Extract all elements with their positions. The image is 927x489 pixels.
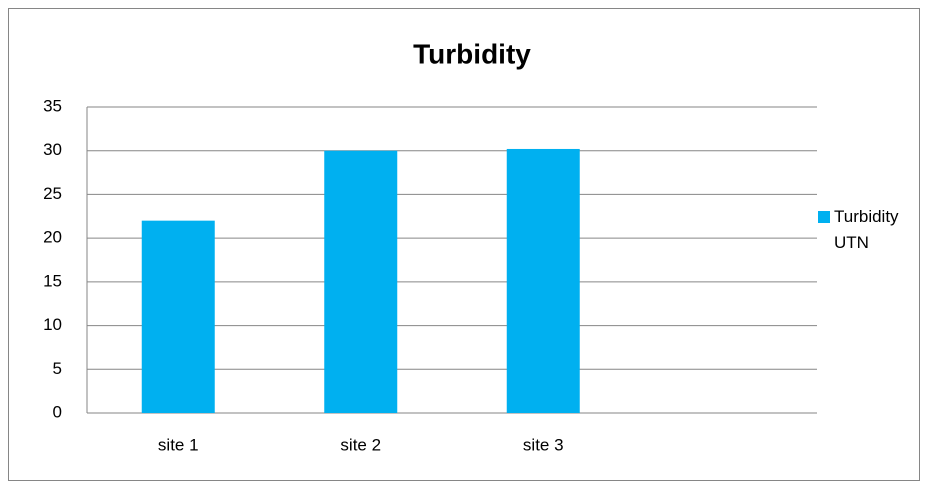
legend-marker — [818, 211, 830, 223]
x-tick-label: site 3 — [523, 435, 564, 454]
y-tick-label: 25 — [43, 184, 62, 203]
chart-title: Turbidity — [413, 38, 531, 69]
y-tick-label: 5 — [53, 359, 62, 378]
y-tick-label: 35 — [43, 96, 62, 115]
y-tick-label: 10 — [43, 315, 62, 334]
x-tick-label: site 1 — [158, 435, 199, 454]
bar — [506, 148, 580, 414]
y-tick-label: 15 — [43, 271, 62, 290]
y-tick-label: 30 — [43, 140, 62, 159]
bar — [141, 220, 215, 413]
legend-label: Turbidity UTN — [834, 207, 899, 252]
bar — [324, 150, 398, 413]
y-tick-label: 0 — [53, 402, 62, 421]
y-tick-label: 20 — [43, 228, 62, 247]
x-tick-label: site 2 — [340, 435, 381, 454]
